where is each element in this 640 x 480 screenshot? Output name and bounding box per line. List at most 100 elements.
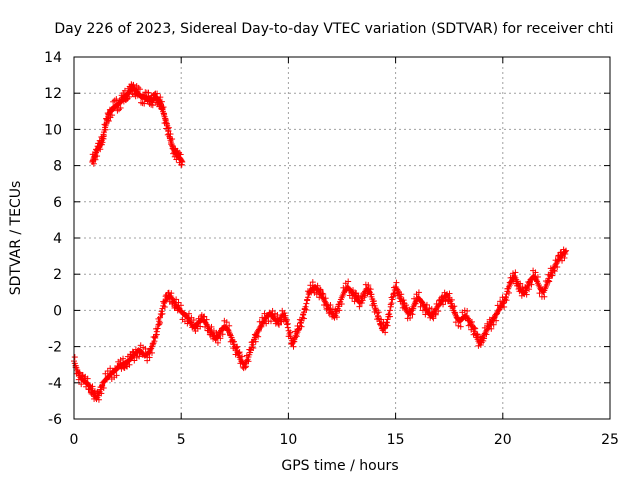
data-point <box>295 326 302 333</box>
data-point <box>214 339 221 346</box>
data-point <box>185 310 192 317</box>
data-point <box>377 321 384 328</box>
data-point <box>167 131 174 138</box>
data-point <box>303 306 310 313</box>
data-point <box>233 344 240 351</box>
data-point <box>236 349 243 356</box>
data-point <box>157 94 164 101</box>
data-point <box>471 324 478 331</box>
data-point <box>219 331 226 338</box>
data-point <box>501 303 508 310</box>
data-point <box>333 314 340 321</box>
y-tick-label: 0 <box>53 303 62 319</box>
x-tick-label: 5 <box>177 432 186 448</box>
x-tick-label: 15 <box>387 432 405 448</box>
data-point <box>157 319 164 326</box>
data-point <box>84 375 91 382</box>
data-point <box>178 161 185 168</box>
data-point <box>161 304 168 311</box>
y-tick-label: 4 <box>53 231 62 247</box>
data-point <box>300 315 307 322</box>
data-point <box>239 353 246 360</box>
data-point <box>562 251 569 258</box>
data-point <box>372 306 379 313</box>
chart-title: Day 226 of 2023, Sidereal Day-to-day VTE… <box>54 21 613 37</box>
data-point <box>317 287 324 294</box>
data-point <box>533 277 540 284</box>
data-point <box>298 323 305 330</box>
x-tick-label: 20 <box>494 432 512 448</box>
data-point <box>528 281 535 288</box>
data-point <box>352 290 359 297</box>
y-tick-label: 14 <box>44 50 62 66</box>
data-point <box>226 322 233 329</box>
data-point <box>549 272 556 279</box>
data-point <box>136 86 143 93</box>
data-point <box>290 343 297 350</box>
data-point <box>407 314 414 321</box>
data-point <box>168 140 175 147</box>
data-point <box>100 384 107 391</box>
data-point <box>428 305 435 312</box>
data-point <box>234 343 241 350</box>
x-tick-label: 25 <box>601 432 619 448</box>
data-point <box>386 307 393 314</box>
data-point <box>534 273 541 280</box>
data-point <box>541 293 548 300</box>
data-point <box>358 300 365 307</box>
data-point <box>322 295 329 302</box>
gridlines <box>74 57 610 419</box>
data-point <box>276 321 283 328</box>
data-point <box>517 280 524 287</box>
y-tick-label: 8 <box>53 159 62 175</box>
data-point <box>145 89 152 96</box>
data-point <box>554 263 561 270</box>
data-point <box>97 146 104 153</box>
data-point <box>146 354 153 361</box>
data-point <box>284 320 291 327</box>
data-point <box>412 300 419 307</box>
data-point <box>98 390 105 397</box>
data-point <box>368 291 375 298</box>
data-point <box>457 323 464 330</box>
data-point <box>409 311 416 318</box>
data-point <box>367 286 374 293</box>
data-point <box>359 297 366 304</box>
data-point <box>168 290 175 297</box>
data-point <box>190 317 197 324</box>
data-point <box>179 158 186 165</box>
y-tick-label: 2 <box>53 267 62 283</box>
data-point <box>148 349 155 356</box>
data-point <box>415 289 422 296</box>
data-point <box>126 361 133 368</box>
data-point <box>267 318 274 325</box>
data-point <box>159 105 166 112</box>
data-point <box>90 160 97 167</box>
data-point <box>271 313 278 320</box>
data-point <box>76 369 83 376</box>
data-point <box>398 291 405 298</box>
axis-ticks: 0 5 10 15 20 25 -6 -4 -2 0 2 4 6 8 10 12 14 <box>44 50 619 448</box>
data-point <box>356 303 363 310</box>
data-point <box>165 124 172 131</box>
data-point <box>432 311 439 318</box>
y-tick-label: -4 <box>48 376 62 392</box>
data-point <box>389 296 396 303</box>
x-tick-label: 10 <box>279 432 297 448</box>
data-point <box>384 322 391 329</box>
data-point <box>448 296 455 303</box>
data-point <box>159 310 166 317</box>
data-point <box>94 153 101 160</box>
data-point <box>493 317 500 324</box>
data-point <box>245 358 252 365</box>
data-point <box>349 287 356 294</box>
data-point <box>126 93 133 100</box>
data-point <box>165 127 172 134</box>
data-point <box>281 310 288 317</box>
data-point <box>109 112 116 119</box>
data-point <box>410 305 417 312</box>
data-point <box>255 333 262 340</box>
data-point <box>383 319 390 326</box>
data-point <box>203 316 210 323</box>
data-point <box>365 282 372 289</box>
